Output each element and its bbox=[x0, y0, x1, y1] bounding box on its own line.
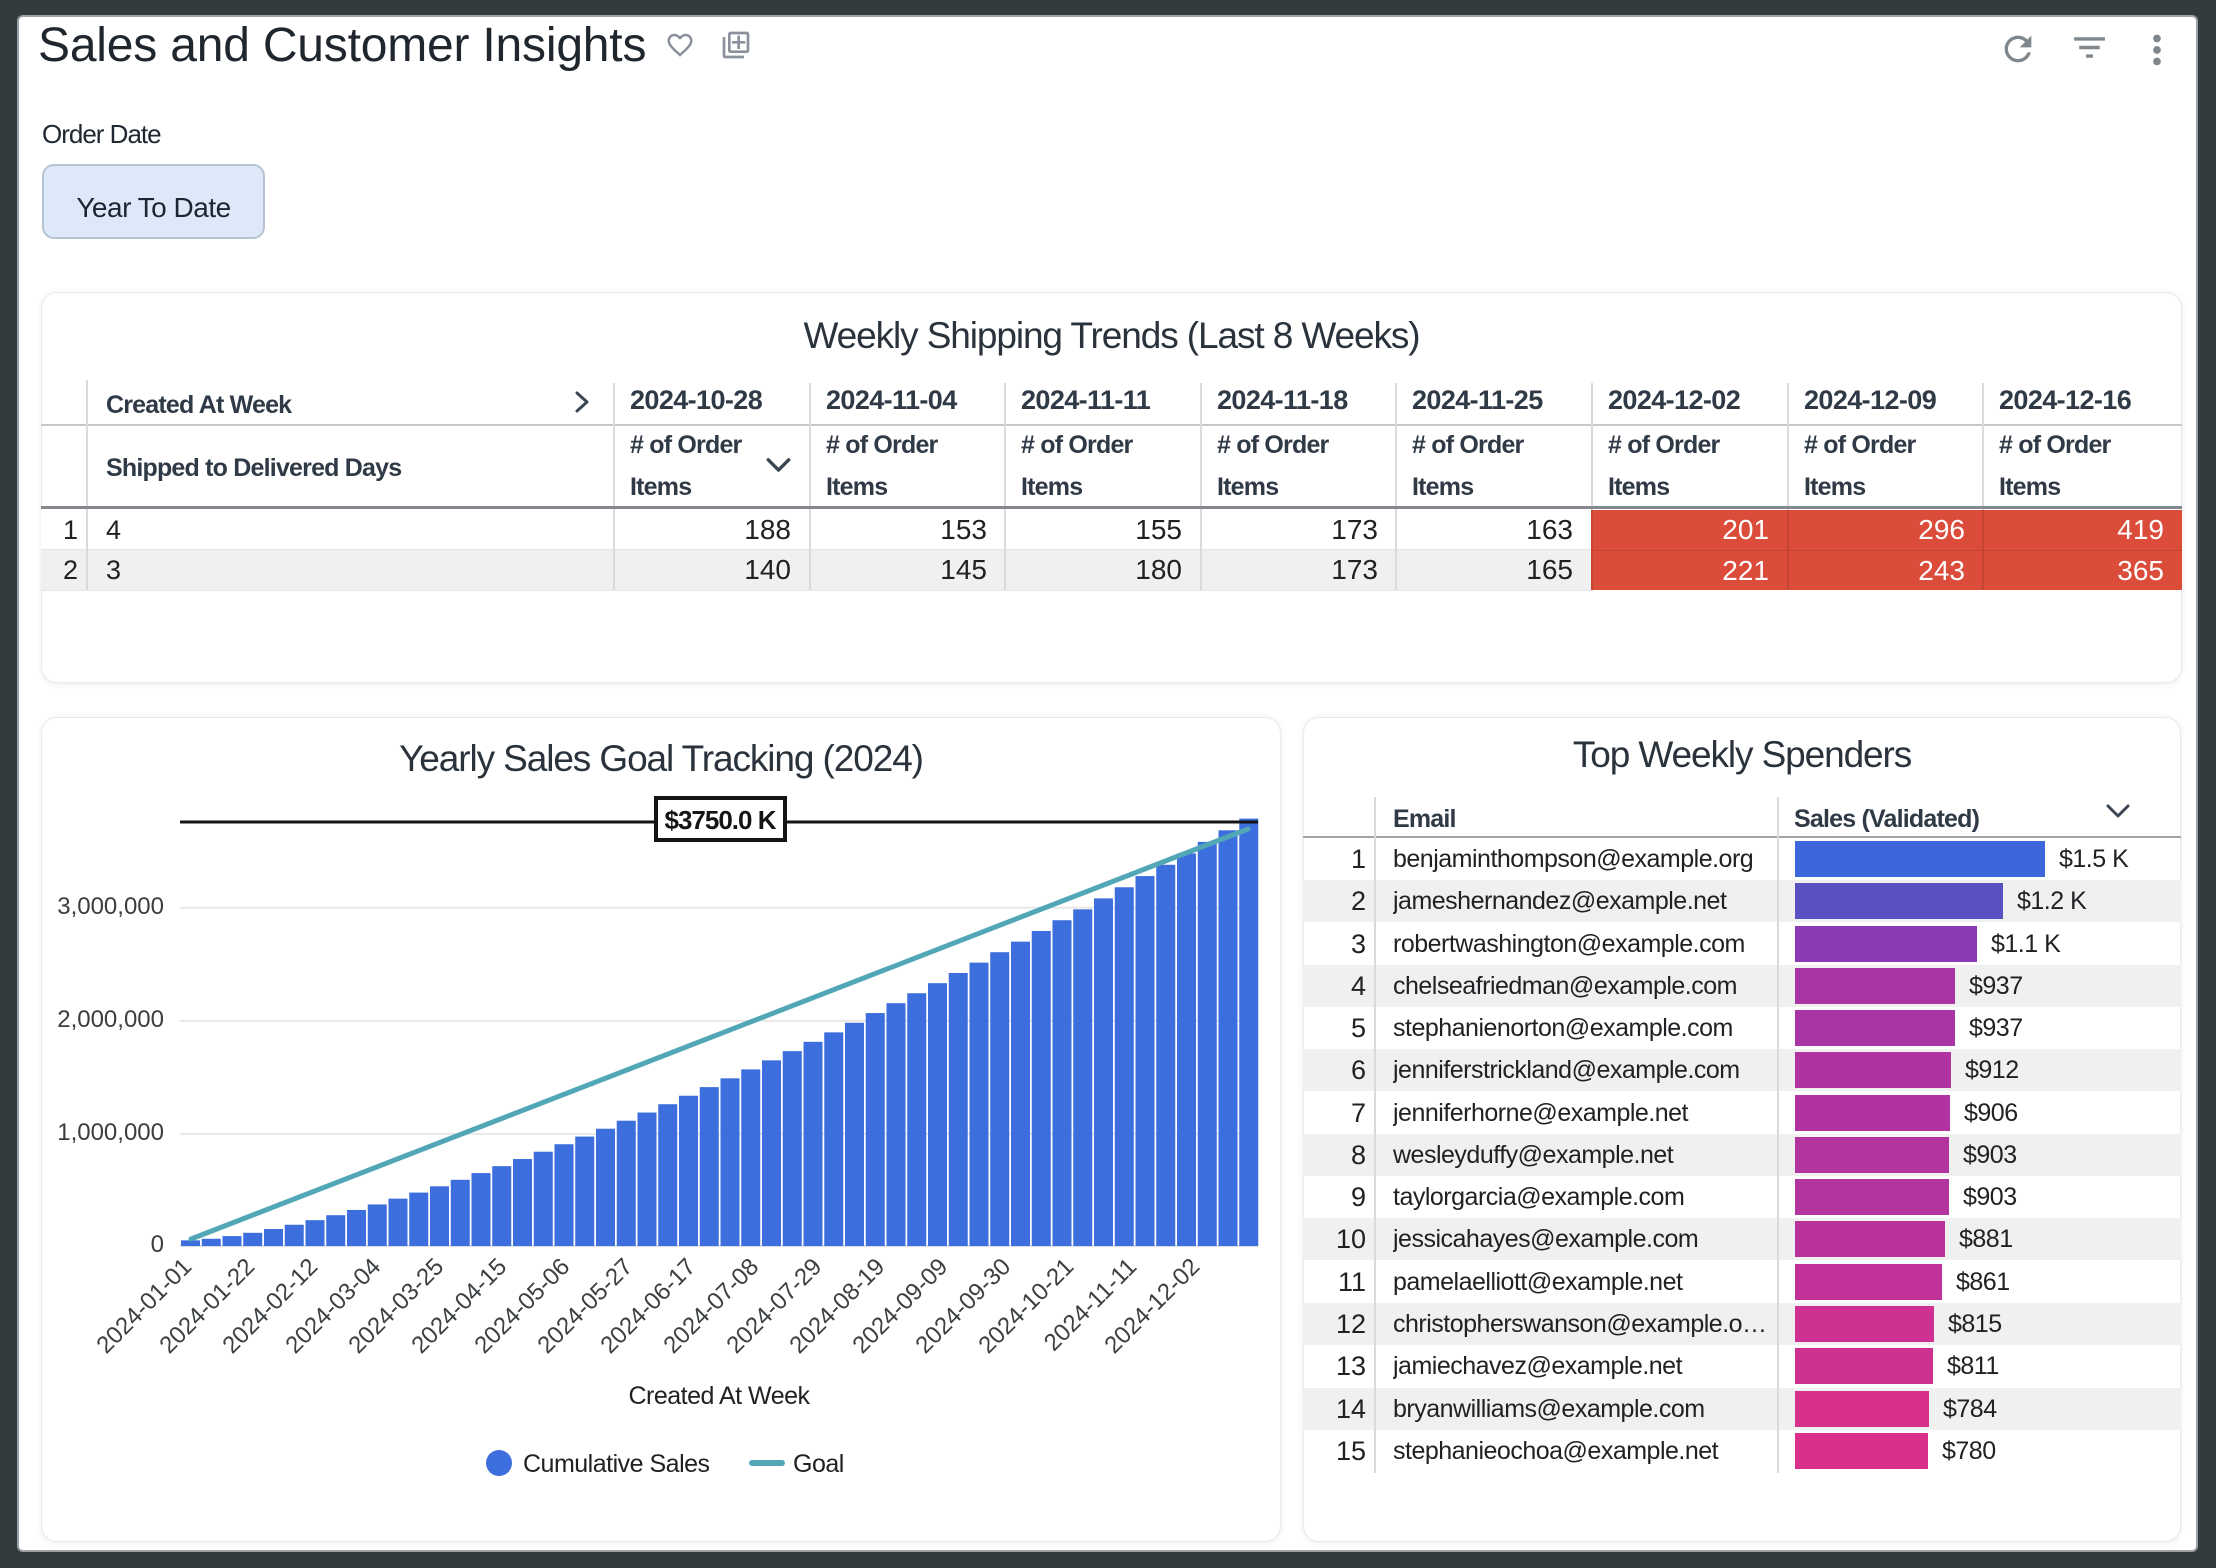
svg-text:0: 0 bbox=[151, 1231, 164, 1258]
svg-text:Created At Week: Created At Week bbox=[628, 1382, 810, 1410]
svg-text:Cumulative Sales: Cumulative Sales bbox=[523, 1450, 710, 1478]
svg-text:2,000,000: 2,000,000 bbox=[57, 1006, 164, 1033]
svg-text:1,000,000: 1,000,000 bbox=[57, 1119, 164, 1146]
svg-text:3,000,000: 3,000,000 bbox=[57, 893, 164, 920]
svg-text:$3750.0 K: $3750.0 K bbox=[665, 805, 777, 835]
svg-text:Goal: Goal bbox=[793, 1450, 844, 1478]
